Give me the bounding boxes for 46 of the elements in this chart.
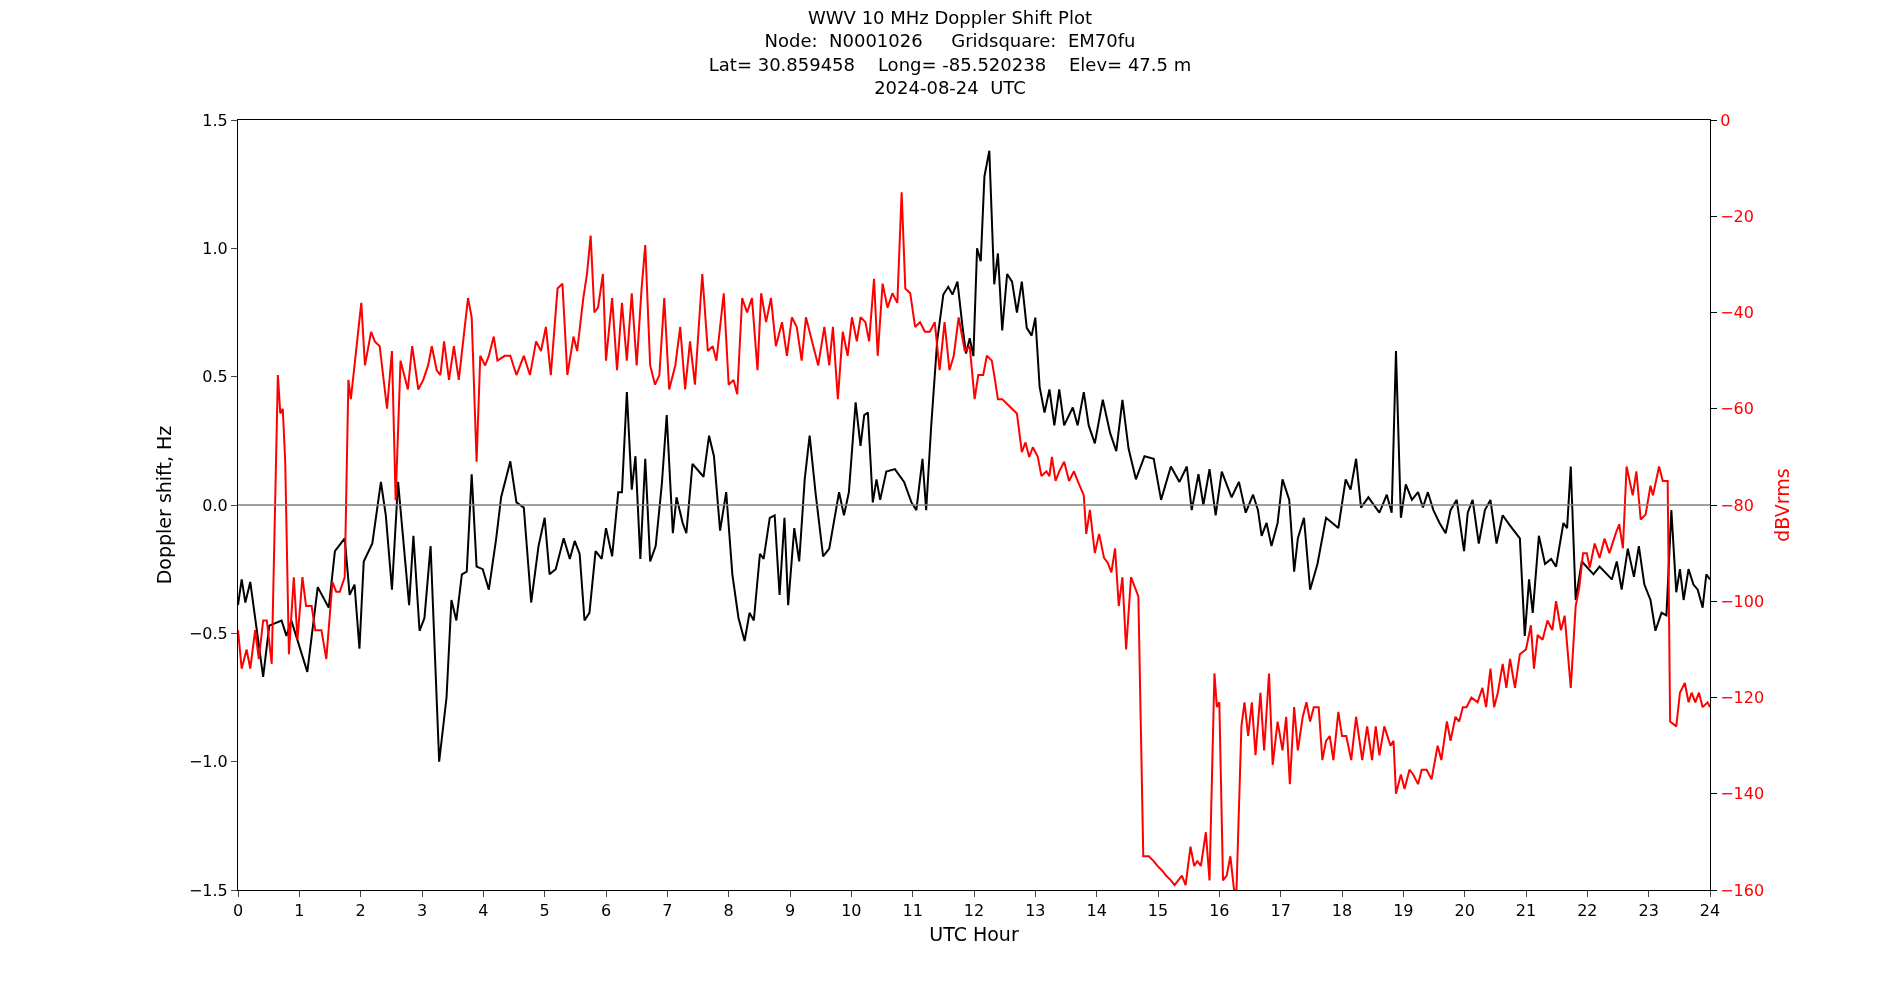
chart-title: WWV 10 MHz Doppler Shift Plot Node: N0001026 Gridsquare: EM70fu Lat= 30.859458 Long= -85.520238 Elev= 47.5 m 2024-08-24 UTC: [708, 7, 1192, 99]
x-tick-label: 18: [1331, 901, 1353, 921]
x-tick-label: 23: [1638, 901, 1659, 921]
x-tick-label: 6: [600, 901, 612, 921]
x-tick-label: 24: [1699, 901, 1721, 921]
y-tick-label: 0.5: [202, 367, 228, 387]
y2-tick-label: −160: [1720, 880, 1765, 900]
y2-tick-label: −120: [1720, 688, 1765, 708]
y2-axis-title: dBVrms: [1770, 468, 1793, 542]
y-tick-label: 1.0: [202, 238, 228, 258]
y-axis-title: Doppler shift, Hz: [152, 425, 175, 585]
x-axis-title: UTC Hour: [929, 923, 1019, 945]
x-tick-label: 4: [478, 901, 489, 921]
x-tick-label: 3: [416, 901, 428, 921]
x-tick-label: 20: [1454, 901, 1475, 921]
y2-tick-label: −40: [1720, 303, 1754, 323]
x-tick-label: 13: [1025, 901, 1046, 921]
y2-tick-label: −140: [1720, 784, 1765, 804]
y2-tick-label: −60: [1720, 399, 1754, 419]
x-tick-label: 21: [1515, 901, 1537, 921]
y-tick-label: −1.5: [188, 880, 228, 900]
x-tick-label: 14: [1086, 901, 1107, 921]
x-tick-label: 7: [662, 901, 673, 921]
x-tick-label: 11: [902, 901, 923, 921]
line-series: [238, 191, 1710, 890]
x-tick-label: 10: [841, 901, 862, 921]
y-tick-label: −0.5: [188, 623, 228, 643]
y2-tick-label: −80: [1720, 495, 1754, 515]
x-tick-label: 12: [963, 901, 985, 921]
y2-tick-label: 0: [1720, 110, 1731, 130]
y2-tick-label: −100: [1720, 591, 1765, 611]
x-tick-label: 16: [1209, 901, 1230, 921]
x-tick-label: 8: [723, 901, 734, 921]
x-tick-label: 17: [1270, 901, 1291, 921]
y-tick-label: 0.0: [202, 495, 228, 515]
x-tick-label: 5: [539, 901, 550, 921]
x-tick-label: 22: [1577, 901, 1598, 921]
y-tick-label: 1.5: [202, 110, 228, 130]
x-tick-label: 15: [1147, 901, 1169, 921]
y-tick-label: −1.0: [188, 752, 228, 772]
x-tick-label: 19: [1393, 901, 1414, 921]
x-tick-label: 1: [294, 901, 305, 921]
x-tick-label: 9: [784, 901, 796, 921]
x-tick-label: 0: [232, 901, 244, 921]
x-tick-label: 2: [355, 901, 366, 921]
y2-tick-label: −20: [1720, 206, 1754, 226]
